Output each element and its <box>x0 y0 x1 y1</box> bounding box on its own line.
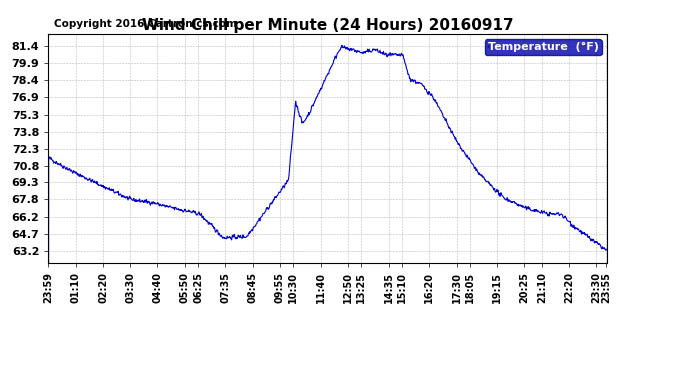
Legend: Temperature  (°F): Temperature (°F) <box>485 39 602 55</box>
Text: Copyright 2016 Cartronics.com: Copyright 2016 Cartronics.com <box>54 19 237 29</box>
Title: Wind Chill per Minute (24 Hours) 20160917: Wind Chill per Minute (24 Hours) 2016091… <box>142 18 513 33</box>
